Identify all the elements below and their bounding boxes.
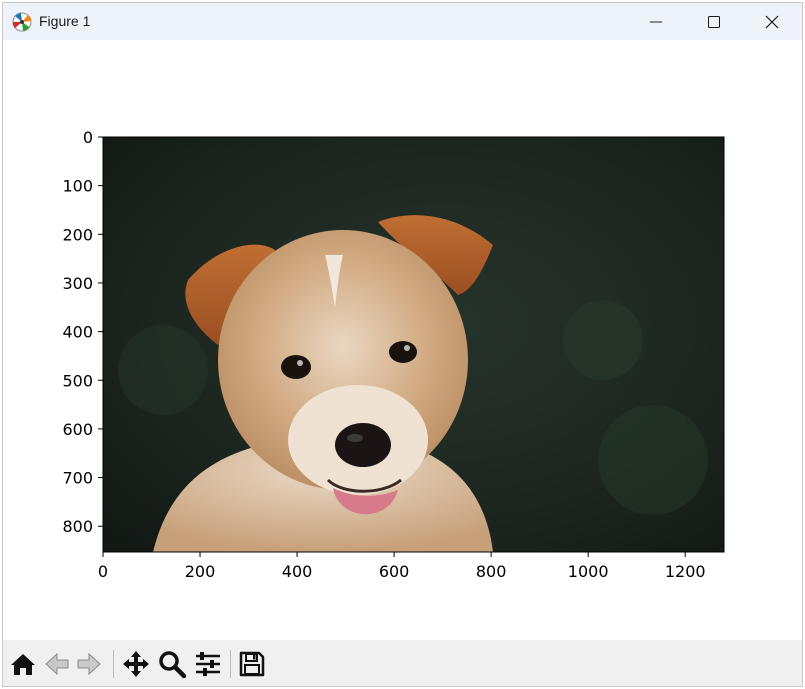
x-tick-label: 600 [379,562,410,581]
axes-svg: 0 200 400 600 800 1000 1200 0 100 200 300 400 500 60… [62,128,725,581]
x-tick-label: 200 [185,562,216,581]
pan-icon [123,651,149,677]
x-tick-label: 1200 [665,562,706,581]
minimize-button[interactable] [627,3,685,40]
y-tick-label: 200 [62,225,93,244]
toolbar-separator [113,650,114,678]
y-tick-label: 100 [62,177,93,196]
y-tick-label: 500 [62,371,93,390]
save-icon [239,651,265,677]
pan-button[interactable] [120,648,152,680]
x-tick-label: 400 [282,562,313,581]
maximize-button[interactable] [685,3,743,40]
zoom-icon [159,651,186,678]
left-ear-shape [185,244,275,345]
x-axis: 0 200 400 600 800 1000 1200 [98,552,706,581]
save-button[interactable] [236,648,268,680]
x-tick-label: 1000 [568,562,609,581]
minimize-icon [650,21,662,22]
configure-subplots-icon [196,652,220,676]
forward-button[interactable] [73,648,105,680]
x-tick-label: 800 [476,562,507,581]
y-tick-label: 300 [62,274,93,293]
y-tick-label: 700 [62,469,93,488]
back-arrow-icon [45,652,69,676]
window-title: Figure 1 [39,13,91,29]
right-ear-shape [378,215,493,295]
home-icon [11,654,35,675]
maximize-icon [708,15,720,28]
y-tick-label: 800 [62,517,93,536]
configure-subplots-button[interactable] [192,648,224,680]
close-icon [765,15,779,28]
toolbar-separator [230,650,231,678]
figure-canvas[interactable]: 0 200 400 600 800 1000 1200 0 100 200 300 400 500 60… [3,40,802,640]
zoom-button[interactable] [156,648,188,680]
y-axis: 0 100 200 300 400 500 600 700 800 [62,128,103,536]
home-button[interactable] [7,648,39,680]
back-button[interactable] [41,648,73,680]
x-tick-label: 0 [98,562,108,581]
navigation-toolbar [3,640,802,686]
matplotlib-logo-icon [12,12,32,32]
y-tick-label: 400 [62,323,93,342]
y-tick-label: 0 [83,128,93,147]
y-tick-label: 600 [62,420,93,439]
forward-arrow-icon [77,652,101,676]
title-bar[interactable]: Figure 1 [3,3,802,40]
axes-frame [102,136,725,553]
puppy-image [103,137,724,552]
close-button[interactable] [743,3,801,40]
